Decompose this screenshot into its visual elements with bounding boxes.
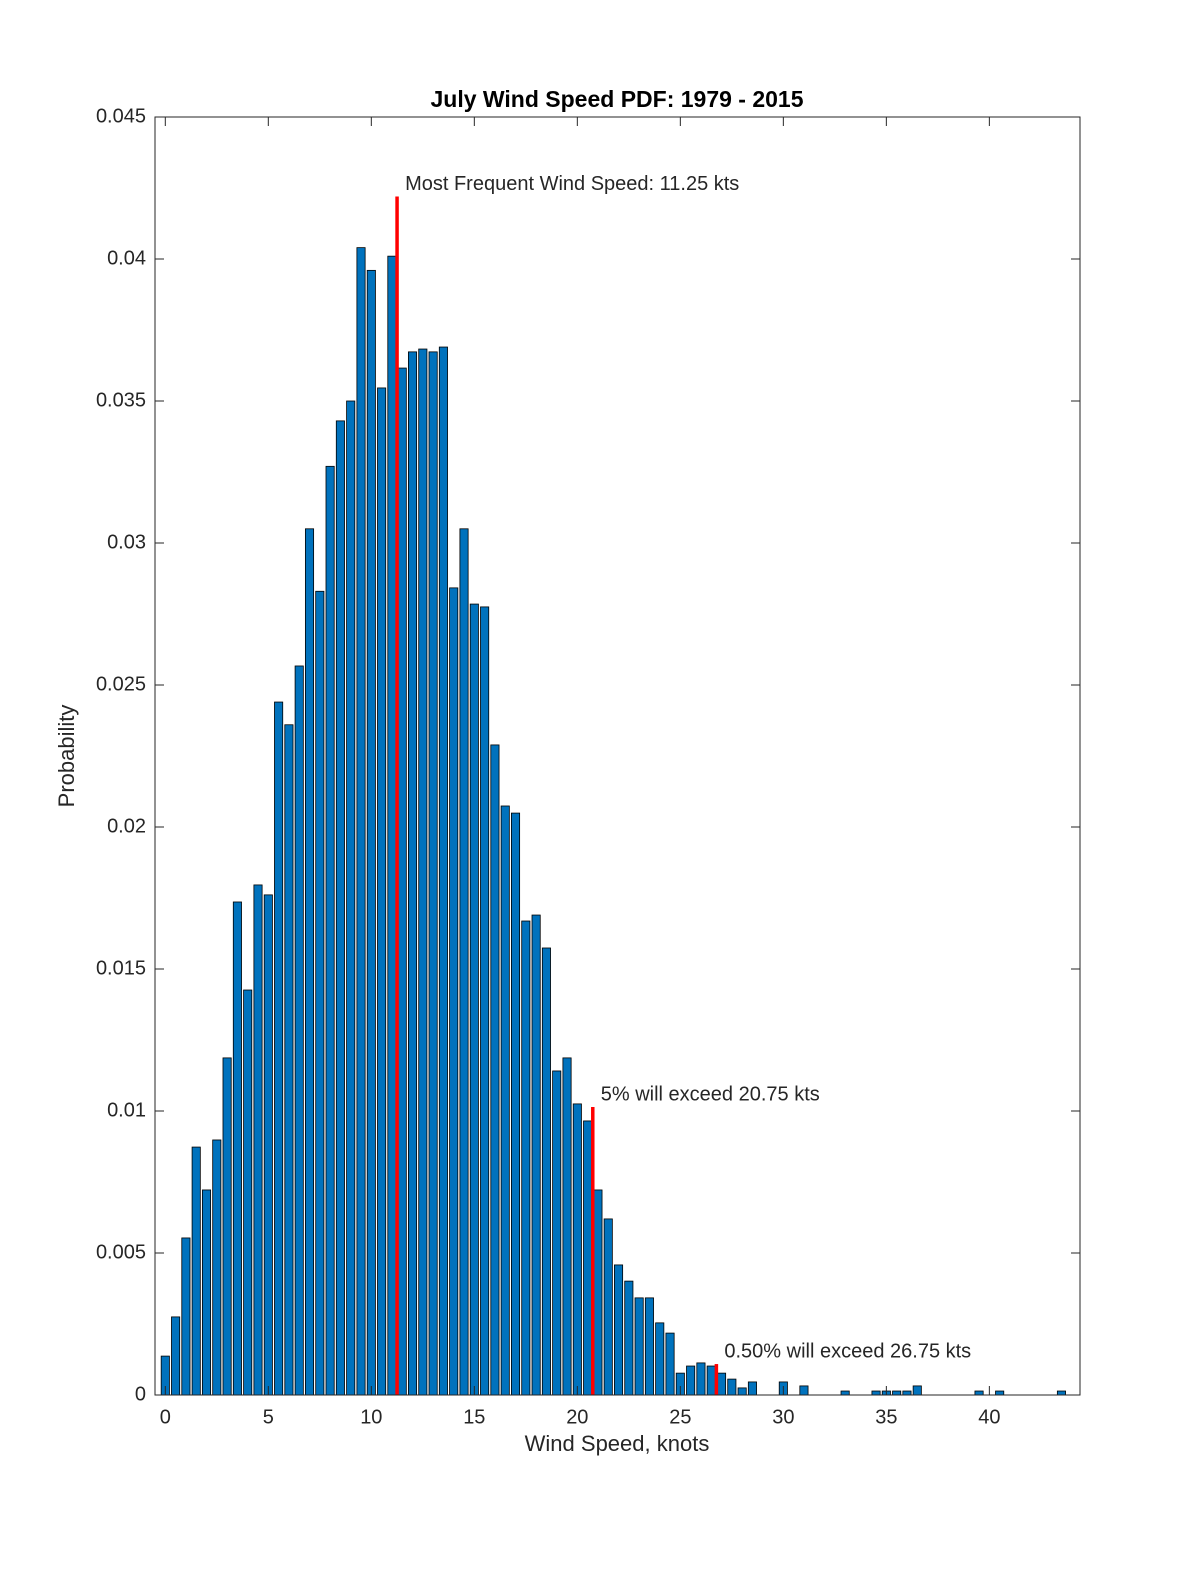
marker-label: 5% will exceed 20.75 kts bbox=[601, 1083, 820, 1105]
bar bbox=[469, 603, 479, 1396]
bar bbox=[583, 1120, 593, 1396]
bar bbox=[799, 1385, 809, 1396]
bar bbox=[840, 1390, 850, 1396]
marker-label: Most Frequent Wind Speed: 11.25 kts bbox=[405, 173, 739, 195]
bar bbox=[624, 1280, 634, 1396]
bar bbox=[346, 400, 356, 1396]
bar bbox=[562, 1057, 572, 1396]
bar bbox=[243, 989, 253, 1396]
x-tick-label: 0 bbox=[160, 1406, 171, 1428]
bar bbox=[263, 894, 273, 1396]
chart-title: July Wind Speed PDF: 1979 - 2015 bbox=[430, 86, 803, 112]
bar bbox=[500, 805, 510, 1396]
bar bbox=[593, 1189, 603, 1396]
bar bbox=[449, 587, 459, 1396]
bar bbox=[212, 1139, 222, 1396]
bar bbox=[387, 255, 397, 1396]
bar bbox=[686, 1365, 696, 1396]
bar bbox=[480, 606, 490, 1396]
y-tick-label: 0.025 bbox=[96, 673, 146, 695]
bar bbox=[995, 1390, 1005, 1396]
bar bbox=[1056, 1390, 1066, 1396]
y-tick-label: 0.03 bbox=[107, 531, 146, 553]
y-tick-label: 0.035 bbox=[96, 389, 146, 411]
bar bbox=[603, 1218, 613, 1396]
bar bbox=[717, 1372, 727, 1396]
bar bbox=[284, 724, 294, 1396]
bar bbox=[665, 1332, 675, 1396]
bar bbox=[274, 701, 284, 1396]
bar bbox=[356, 247, 366, 1396]
bar bbox=[892, 1390, 902, 1396]
plot-frame bbox=[154, 116, 1081, 1396]
bar bbox=[696, 1362, 706, 1396]
x-tick-label: 30 bbox=[772, 1406, 794, 1428]
bar bbox=[655, 1322, 665, 1396]
x-tick-label: 15 bbox=[463, 1406, 485, 1428]
bar bbox=[397, 367, 407, 1396]
bar bbox=[912, 1385, 922, 1396]
bar bbox=[171, 1316, 181, 1396]
bar bbox=[644, 1297, 654, 1396]
x-tick-label: 35 bbox=[875, 1406, 897, 1428]
bar bbox=[222, 1057, 232, 1396]
x-tick-label: 25 bbox=[669, 1406, 691, 1428]
bar bbox=[438, 346, 448, 1396]
bar bbox=[304, 528, 315, 1396]
bar bbox=[871, 1390, 881, 1396]
y-tick-label: 0.01 bbox=[107, 1099, 146, 1121]
bar bbox=[706, 1365, 716, 1396]
bar bbox=[428, 351, 438, 1396]
bar bbox=[572, 1103, 582, 1396]
bar bbox=[181, 1237, 191, 1396]
bar bbox=[418, 348, 428, 1396]
bar bbox=[727, 1378, 737, 1396]
bar bbox=[232, 901, 242, 1396]
bar bbox=[747, 1381, 757, 1396]
bar bbox=[201, 1189, 212, 1396]
bar bbox=[459, 528, 469, 1396]
marker-label: 0.50% will exceed 26.75 kts bbox=[724, 1340, 971, 1362]
bar bbox=[407, 351, 418, 1396]
bar bbox=[974, 1390, 984, 1396]
bar bbox=[541, 947, 551, 1396]
y-tick-label: 0.045 bbox=[96, 105, 146, 127]
bar bbox=[511, 812, 521, 1396]
x-tick-label: 5 bbox=[263, 1406, 274, 1428]
bar bbox=[521, 920, 531, 1396]
x-tick-label: 10 bbox=[360, 1406, 382, 1428]
bar bbox=[335, 420, 345, 1396]
bar bbox=[191, 1146, 201, 1396]
bar bbox=[614, 1264, 624, 1396]
bar bbox=[737, 1387, 747, 1396]
y-tick-label: 0.005 bbox=[96, 1241, 146, 1263]
y-tick-label: 0.015 bbox=[96, 957, 146, 979]
bar bbox=[366, 269, 376, 1396]
y-tick-label: 0.02 bbox=[107, 815, 146, 837]
bar bbox=[325, 465, 335, 1396]
bar bbox=[552, 1070, 562, 1396]
bar bbox=[315, 590, 325, 1396]
x-axis-label: Wind Speed, knots bbox=[525, 1431, 710, 1456]
y-tick-label: 0 bbox=[135, 1383, 146, 1405]
x-tick-label: 20 bbox=[566, 1406, 588, 1428]
bar bbox=[634, 1297, 644, 1396]
x-tick-label: 40 bbox=[978, 1406, 1000, 1428]
bar bbox=[294, 665, 304, 1396]
bar bbox=[490, 744, 500, 1396]
bar bbox=[377, 387, 387, 1396]
y-axis-label: Probability bbox=[54, 705, 79, 808]
bar bbox=[253, 884, 263, 1396]
bar bbox=[531, 914, 541, 1396]
y-tick-label: 0.04 bbox=[107, 247, 146, 269]
bar bbox=[902, 1390, 912, 1396]
